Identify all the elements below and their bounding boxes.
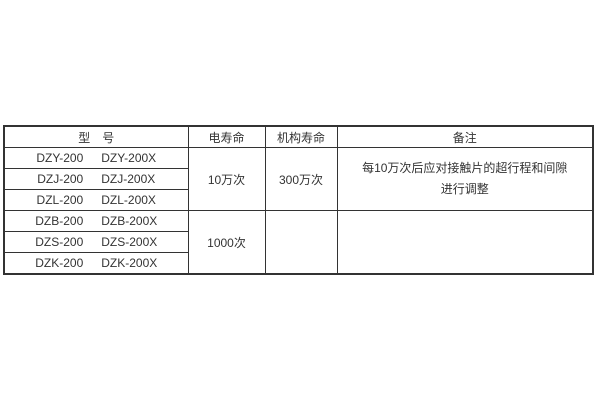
model-name: DZL-200X — [101, 193, 156, 207]
model-name: DZJ-200 — [37, 172, 84, 186]
remarks-line: 进行调整 — [440, 182, 489, 196]
model-name: DZJ-200X — [101, 172, 156, 186]
model-pair: DZY-200 DZY-200X — [5, 151, 187, 165]
model-cell: DZY-200 DZY-200X — [3, 147, 189, 169]
model-name: DZY-200 — [36, 151, 84, 165]
table-row: DZJ-200 DZJ-200X — [3, 168, 593, 190]
model-pair: DZK-200 DZK-200X — [5, 256, 187, 270]
model-name: DZB-200X — [101, 214, 158, 228]
model-cell: DZS-200 DZS-200X — [3, 231, 189, 253]
header-model: 型 号 — [3, 125, 189, 148]
model-cell: DZK-200 DZK-200X — [3, 252, 189, 275]
model-name: DZS-200X — [101, 235, 158, 249]
table-row: DZK-200 DZK-200X — [3, 252, 593, 275]
table-row: DZB-200 DZB-200X 1000次 — [3, 210, 594, 275]
model-cell: DZB-200 DZB-200X — [3, 210, 189, 232]
model-cell: DZJ-200 DZJ-200X — [3, 168, 189, 190]
mechanism-life-cell — [264, 210, 338, 275]
table-row: DZS-200 DZS-200X — [3, 231, 593, 253]
model-name: DZB-200 — [35, 214, 84, 228]
remarks-cell: 每10万次后应对接触片的超行程和间隙 进行调整 — [336, 147, 594, 211]
model-name: DZS-200 — [35, 235, 84, 249]
spec-table: 型 号 电寿命 机构寿命 备注 DZY-200 DZY-200X 10万次 30… — [3, 125, 594, 275]
electrical-life-cell: 1000次 — [187, 210, 266, 275]
model-name: DZK-200X — [101, 256, 158, 270]
model-cell: DZL-200 DZL-200X — [3, 189, 189, 211]
table-row: DZY-200 DZY-200X 10万次 300万次 每10万次后应对接触片的… — [3, 147, 594, 211]
remarks-cell — [336, 210, 594, 275]
model-pair: DZJ-200 DZJ-200X — [5, 172, 187, 186]
header-electrical-life: 电寿命 — [187, 125, 266, 148]
model-pair: DZS-200 DZS-200X — [5, 235, 187, 249]
header-model-label: 型 号 — [78, 130, 115, 145]
model-pair: DZL-200 DZL-200X — [5, 193, 187, 207]
electrical-life-cell: 10万次 — [187, 147, 266, 211]
remarks-line: 每10万次后应对接触片的超行程和间隙 — [362, 161, 568, 175]
model-name: DZK-200 — [35, 256, 84, 270]
model-name: DZL-200 — [36, 193, 84, 207]
mechanism-life-cell: 300万次 — [264, 147, 338, 211]
header-remarks: 备注 — [336, 125, 594, 148]
header-row: 型 号 电寿命 机构寿命 备注 — [3, 125, 594, 148]
model-name: DZY-200X — [101, 151, 157, 165]
header-mechanism-life: 机构寿命 — [264, 125, 338, 148]
model-pair: DZB-200 DZB-200X — [5, 214, 187, 228]
table-row: DZL-200 DZL-200X — [3, 189, 593, 211]
